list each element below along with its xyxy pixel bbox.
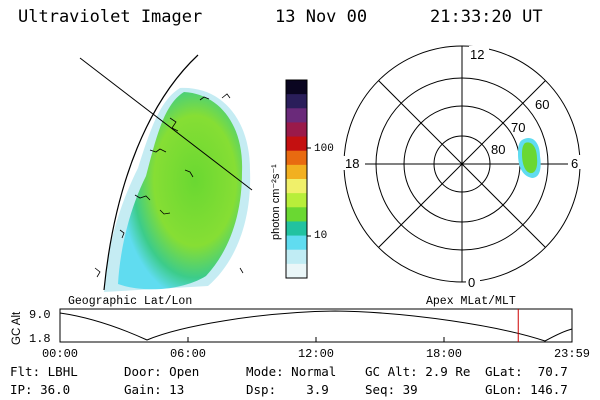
colorbar-swatch xyxy=(286,179,307,194)
flt-value: LBHL xyxy=(47,364,78,379)
colorbar-swatch xyxy=(286,193,307,208)
flt-row: Flt: LBHL xyxy=(10,364,78,379)
gain-value: 13 xyxy=(169,382,185,397)
mlt-label-0: 0 xyxy=(468,275,475,290)
lat-label-80: 80 xyxy=(491,142,505,157)
coastline xyxy=(134,194,151,201)
colorbar-swatch xyxy=(286,235,307,251)
seq-row: Seq: 39 xyxy=(365,382,418,397)
colorbar-frame xyxy=(285,79,308,279)
glon-value: 146.7 xyxy=(530,382,568,397)
ip-value: 36.0 xyxy=(40,382,71,397)
colorbar-swatch xyxy=(286,108,307,124)
mode-label: Mode: xyxy=(246,364,284,379)
seq-label: Seq: xyxy=(365,382,396,397)
time-label: 21:33:20 UT xyxy=(430,7,543,27)
polar-axis-diagonal xyxy=(378,80,546,248)
colorbar-swatch xyxy=(286,221,307,237)
colorbar-tick-100: 100 xyxy=(314,143,334,155)
colorbar-tick-10: 10 xyxy=(314,230,327,242)
timeline-ticks xyxy=(59,337,573,342)
colorbar-swatch xyxy=(286,263,307,279)
coastline xyxy=(221,93,231,99)
glat-row: GLat: 70.7 xyxy=(485,364,568,379)
coastline xyxy=(169,117,179,132)
terminator-line xyxy=(79,57,253,191)
timeline-xtick-label: 06:00 xyxy=(170,347,206,361)
auroral-emission-core xyxy=(118,92,243,290)
polar-auroral-spot xyxy=(518,137,541,178)
flt-label: Flt: xyxy=(10,364,41,379)
colorbar-unit-label: photon cm⁻²s⁻¹ xyxy=(270,164,282,240)
coastline xyxy=(119,229,125,239)
timeline-ylabel: GC Alt xyxy=(11,311,23,345)
gcalt-label: GC Alt: xyxy=(365,364,418,379)
timeline-xtick-label: 23:59 xyxy=(554,347,590,361)
gcalt-row: GC Alt: 2.9 Re xyxy=(365,364,471,379)
timeline-xtick-label: 18:00 xyxy=(426,347,462,361)
colorbar-swatch xyxy=(286,150,307,166)
colorbar-swatch xyxy=(286,122,307,138)
dsp-row: Dsp: 3.9 xyxy=(246,382,329,397)
colorbar-swatch xyxy=(286,80,307,95)
coastline xyxy=(184,169,194,178)
dsp-label: Dsp: xyxy=(246,382,277,397)
dsp-value: 3.9 xyxy=(306,382,329,397)
door-value: Open xyxy=(169,364,200,379)
geo-panel-label: Geographic Lat/Lon xyxy=(68,295,192,308)
ip-label: IP: xyxy=(10,382,33,397)
glon-row: GLon: 146.7 xyxy=(485,382,568,397)
door-label: Door: xyxy=(124,364,162,379)
seq-value: 39 xyxy=(402,382,418,397)
timeline-xtick-label: 12:00 xyxy=(298,347,334,361)
limb-arc xyxy=(103,54,199,291)
glon-label: GLon: xyxy=(485,382,523,397)
coastline xyxy=(159,209,171,215)
gain-label: Gain: xyxy=(124,382,162,397)
mlt-label-6: 6 xyxy=(571,156,578,171)
coastline xyxy=(149,148,167,153)
geographic-image-panel xyxy=(79,54,253,292)
door-row: Door: Open xyxy=(124,364,200,379)
coastline xyxy=(239,267,244,274)
instrument-title: Ultraviolet Imager xyxy=(18,7,203,27)
timeline-xtick-label: 00:00 xyxy=(42,347,78,361)
gcalt-value: 2.9 Re xyxy=(425,364,471,379)
mlt-label-12: 12 xyxy=(470,47,484,62)
colorbar-swatch xyxy=(286,94,307,109)
glat-value: 70.7 xyxy=(537,364,568,379)
color-bar xyxy=(285,79,311,279)
glat-label: GLat: xyxy=(485,364,523,379)
lat-label-70: 70 xyxy=(511,120,525,135)
lat-label-60: 60 xyxy=(535,97,549,112)
orbit-timeline xyxy=(59,308,573,343)
colorbar-swatch xyxy=(286,249,307,265)
colorbar-swatch xyxy=(286,136,307,152)
mode-row: Mode: Normal xyxy=(246,364,337,379)
polar-plot xyxy=(343,45,581,283)
mode-value: Normal xyxy=(291,364,337,379)
coastline xyxy=(199,96,210,101)
colorbar-swatch xyxy=(286,207,307,223)
altitude-curve xyxy=(59,310,573,342)
polar-panel-label: Apex MLat/MLT xyxy=(426,295,516,308)
ip-row: IP: 36.0 xyxy=(10,382,71,397)
timeline-ytick-top: 9.0 xyxy=(29,308,51,322)
coastline xyxy=(94,267,101,278)
date-label: 13 Nov 00 xyxy=(275,7,368,27)
colorbar-swatch xyxy=(286,164,307,180)
mlt-label-18: 18 xyxy=(345,156,359,171)
timeline-ytick-bottom: 1.8 xyxy=(29,332,51,346)
gain-row: Gain: 13 xyxy=(124,382,185,397)
